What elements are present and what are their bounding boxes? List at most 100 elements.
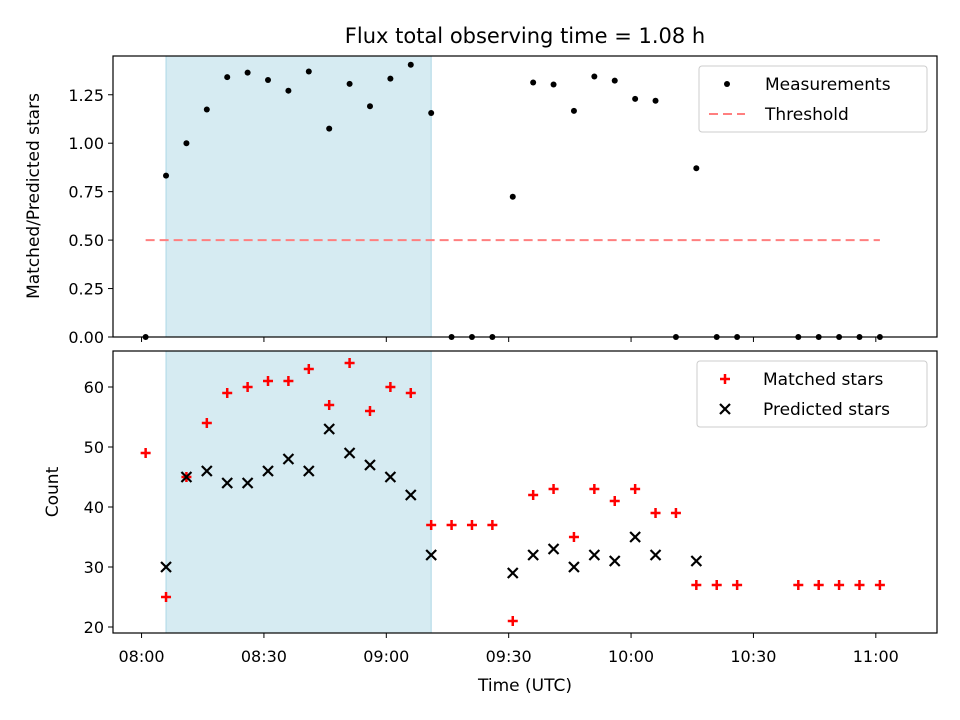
matched-star-point <box>528 490 539 500</box>
measurement-point <box>366 103 373 110</box>
predicted-star-point <box>527 549 539 561</box>
matched-star-point <box>242 382 253 392</box>
measurement-point <box>183 140 190 147</box>
predicted-star-point <box>425 549 437 561</box>
measurement-point <box>387 75 394 82</box>
matched-star-point <box>385 382 396 392</box>
matched-star-point <box>548 484 559 494</box>
measurement-point <box>693 165 700 172</box>
matched-star-point <box>283 376 294 386</box>
matched-star-point <box>670 508 681 518</box>
measurement-point <box>652 97 659 104</box>
predicted-star-point <box>547 543 560 555</box>
matched-star-point <box>487 520 498 530</box>
y-tick-label: 0.75 <box>68 183 104 202</box>
x-axis-label: Time (UTC) <box>477 676 572 696</box>
measurement-point <box>224 74 231 81</box>
measurement-point <box>530 79 537 86</box>
matched-star-point <box>813 580 824 590</box>
matched-star-point <box>222 388 233 398</box>
highlight-span <box>165 350 432 634</box>
measurement-point <box>285 87 292 94</box>
measurement-point <box>611 77 618 84</box>
y-tick-label: 1.25 <box>68 86 104 105</box>
matched-star-point <box>691 580 702 590</box>
y-axis-label-bottom: Count <box>43 466 63 517</box>
predicted-star-point <box>608 555 621 567</box>
predicted-star-point <box>343 447 356 459</box>
measurement-point <box>265 77 272 84</box>
measurement-point <box>305 68 312 75</box>
x-tick-label: 10:30 <box>730 647 776 666</box>
matched-star-point <box>466 520 477 530</box>
chart-title: Flux total observing time = 1.08 h <box>345 24 705 48</box>
bottom-panel: 08:00 08:30 09:00 09:30 10:00 10:30 11:00 20 30 4… <box>84 350 938 666</box>
matched-star-point <box>630 484 641 494</box>
legend: Matched stars Predicted stars <box>696 360 928 428</box>
x-tick-label: 09:00 <box>363 647 409 666</box>
axes-frame <box>112 350 938 634</box>
x-tick-label: 11:00 <box>853 647 899 666</box>
axes-frame <box>112 55 938 338</box>
measurement-point <box>244 69 251 76</box>
predicted-star-point <box>384 471 397 483</box>
x-tick-label: 10:00 <box>608 647 654 666</box>
legend-label: Threshold <box>764 105 849 125</box>
legend-marker-predicted <box>719 403 731 415</box>
measurement-point <box>591 73 598 80</box>
measurement-point <box>346 80 353 87</box>
y-tick-label: 20 <box>84 618 104 637</box>
legend-label: Matched stars <box>763 370 883 390</box>
y-tick-label: 0.00 <box>68 328 104 347</box>
y-axis-label-top: Matched/Predicted stars <box>24 93 44 299</box>
matched-star-point <box>201 418 212 428</box>
matched-star-point <box>324 400 335 410</box>
matched-star-point <box>405 388 416 398</box>
y-tick-label: 50 <box>84 438 104 457</box>
predicted-star-point <box>180 471 193 483</box>
x-tick-label: 08:00 <box>118 647 164 666</box>
predicted-star-point <box>690 555 703 567</box>
predicted-star-point <box>588 549 601 561</box>
predicted-star-point <box>568 561 580 573</box>
y-tick-label: 0.50 <box>68 231 104 250</box>
legend-label: Measurements <box>765 75 891 95</box>
y-tick-label: 60 <box>84 378 104 397</box>
x-tick-label: 09:30 <box>486 647 532 666</box>
predicted-star-point <box>364 459 376 471</box>
measurement-point <box>203 106 210 113</box>
measurement-point <box>326 125 333 132</box>
legend-box <box>696 360 928 428</box>
matched-star-point <box>303 364 314 374</box>
predicted-star-point <box>201 465 213 477</box>
legend-box <box>698 65 928 133</box>
legend-marker-measurements <box>724 81 730 87</box>
legend: Measurements Threshold <box>698 65 928 133</box>
predicted-star-point <box>160 561 172 573</box>
matched-star-point <box>568 532 579 542</box>
matched-star-point <box>140 448 151 458</box>
top-panel: 0.00 0.25 0.50 0.75 1.00 1.25 Measurements Thre… <box>68 55 938 347</box>
highlight-span <box>165 55 432 338</box>
legend-marker-matched <box>720 374 730 384</box>
matched-star-point <box>161 592 172 602</box>
predicted-star-point <box>649 549 662 561</box>
matched-star-point <box>364 406 375 416</box>
measurement-point <box>407 61 414 68</box>
y-tick-label: 0.25 <box>68 280 104 299</box>
measurement-point <box>550 81 557 88</box>
predicted-star-point <box>221 477 233 489</box>
legend-label: Predicted stars <box>763 400 890 420</box>
matched-star-point <box>711 580 722 590</box>
measurement-point <box>163 172 170 179</box>
y-tick-label: 1.00 <box>68 134 104 153</box>
matched-star-point <box>446 520 457 530</box>
matched-star-point <box>732 580 743 590</box>
predicted-star-point <box>262 465 274 477</box>
measurement-point <box>509 193 516 200</box>
predicted-star-point <box>629 531 641 543</box>
predicted-star-point <box>405 489 417 501</box>
matched-star-point <box>344 358 355 368</box>
predicted-star-point <box>323 423 335 435</box>
